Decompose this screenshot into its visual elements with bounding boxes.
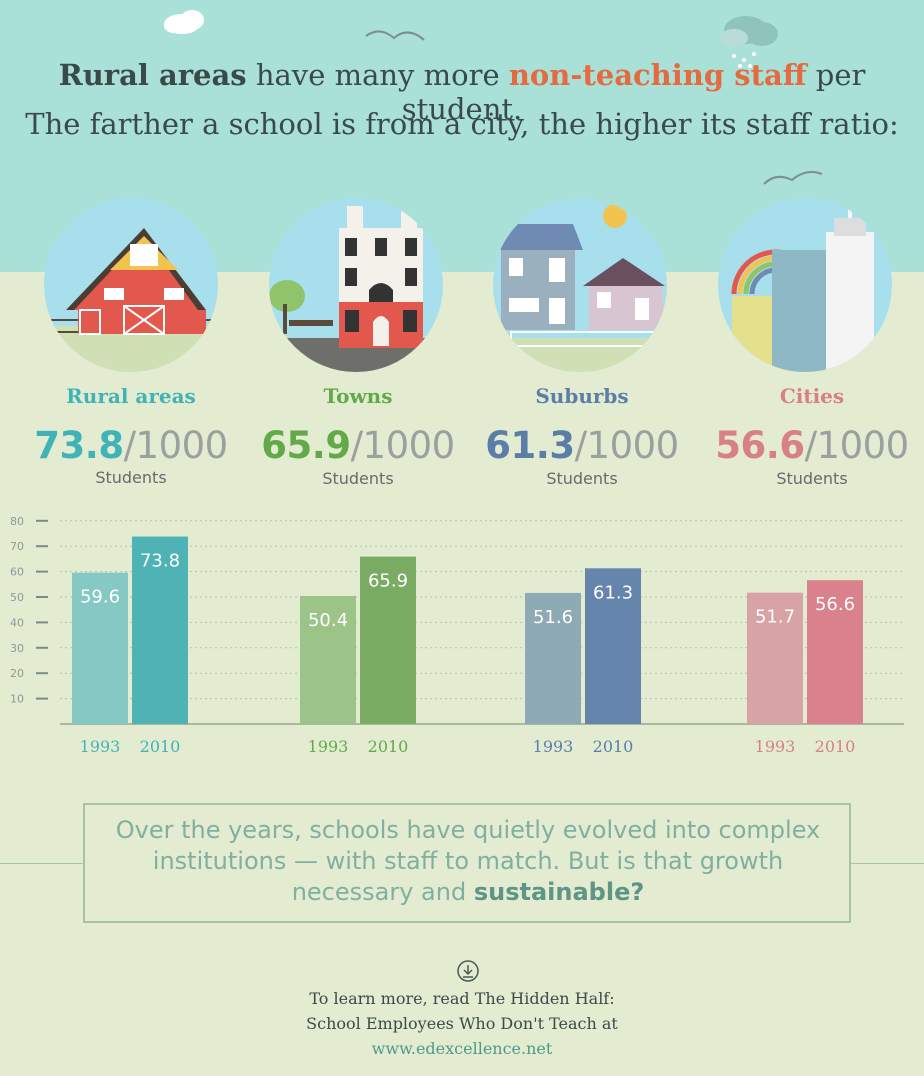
category-label-cities: Cities [779, 384, 845, 408]
x-tick-label: 1993 [80, 737, 121, 756]
y-tick-label: 30 [10, 642, 24, 655]
note-body: Over the years, schools have quietly evo… [115, 816, 821, 906]
skyscrapers-icon [718, 198, 892, 372]
ratio-cities: 56.6/1000 [702, 424, 922, 467]
bar-value-label: 73.8 [140, 551, 180, 572]
y-tick-label: 10 [10, 693, 24, 706]
headline-end: per student. [401, 58, 866, 126]
ratio-value: 65.9 [261, 424, 351, 467]
ratio-suburbs: 61.3/1000 [472, 424, 692, 467]
cloud-icon [164, 10, 204, 34]
bar [72, 572, 128, 724]
note-box [83, 803, 851, 923]
headline-accent: non-teaching staff [508, 58, 807, 92]
note-text: Over the years, schools have quietly evo… [100, 815, 836, 908]
townhouse-icon [269, 198, 443, 372]
bar [525, 592, 581, 724]
students-label: Students [322, 469, 394, 488]
footer-line-1: To learn more, read The Hidden Half: [309, 989, 615, 1008]
y-tick-label: 70 [10, 540, 24, 553]
x-tick-label: 1993 [308, 737, 349, 756]
ratio-denominator: /1000 [350, 424, 456, 467]
x-tick-label: 2010 [140, 737, 181, 756]
x-tick-label: 1993 [755, 737, 796, 756]
bar [747, 592, 803, 724]
y-tick-label: 80 [10, 515, 24, 528]
bar-value-label: 56.6 [815, 594, 855, 615]
suburban-houses-icon [493, 198, 667, 372]
download-icon[interactable] [457, 960, 479, 982]
rain-cloud-icon [720, 16, 778, 68]
bar-value-label: 65.9 [368, 571, 408, 592]
bar-value-label: 61.3 [593, 582, 633, 603]
x-tick-label: 1993 [533, 737, 574, 756]
bar-value-label: 59.6 [80, 587, 120, 608]
note-emphasis: sustainable? [473, 878, 645, 906]
x-tick-label: 2010 [368, 737, 409, 756]
ratio-denominator: /1000 [574, 424, 680, 467]
ratio-value: 61.3 [485, 424, 575, 467]
students-label: Students [546, 469, 618, 488]
headline-strong: Rural areas [58, 58, 247, 92]
category-label-rural: Rural areas [66, 384, 196, 408]
bar [585, 568, 641, 724]
divider-line-left [0, 863, 83, 864]
bird-icon [763, 171, 823, 185]
bar [360, 556, 416, 724]
ratio-value: 73.8 [34, 424, 124, 467]
students-label: Students [95, 468, 167, 487]
bar-value-label: 50.4 [308, 610, 348, 631]
bar [132, 536, 188, 724]
bar-value-label: 51.7 [755, 607, 795, 628]
y-tick-label: 40 [10, 616, 24, 629]
x-tick-label: 2010 [815, 737, 856, 756]
y-tick-label: 20 [10, 667, 24, 680]
ratio-towns: 65.9/1000 [248, 424, 468, 467]
ratio-denominator: /1000 [123, 424, 229, 467]
ratio-value: 56.6 [715, 424, 805, 467]
ratio-rural: 73.8/1000 [21, 424, 241, 467]
y-tick-label: 50 [10, 591, 24, 604]
bar [300, 595, 356, 724]
students-label: Students [776, 469, 848, 488]
footer-line-2: School Employees Who Don't Teach at [306, 1014, 618, 1033]
category-label-towns: Towns [323, 384, 393, 408]
headline-mid: have many more [246, 58, 509, 92]
category-label-suburbs: Suburbs [535, 384, 629, 408]
headline: Rural areas have many more non-teaching … [0, 58, 924, 126]
subheadline: The farther a school is from a city, the… [25, 107, 899, 141]
footer-link[interactable]: www.edexcellence.net [371, 1039, 553, 1058]
barn-icon [44, 198, 218, 372]
bar-value-label: 51.6 [533, 607, 573, 628]
bar [807, 580, 863, 724]
divider-line-right [851, 863, 924, 864]
bird-icon [365, 30, 425, 41]
staff-ratio-bar-chart: 10 20 30 40 50 60 70 80 59.6 1993 73.8 2010 50.4 1993… [10, 515, 904, 756]
ratio-denominator: /1000 [804, 424, 910, 467]
x-tick-label: 2010 [593, 737, 634, 756]
y-tick-label: 60 [10, 566, 24, 579]
